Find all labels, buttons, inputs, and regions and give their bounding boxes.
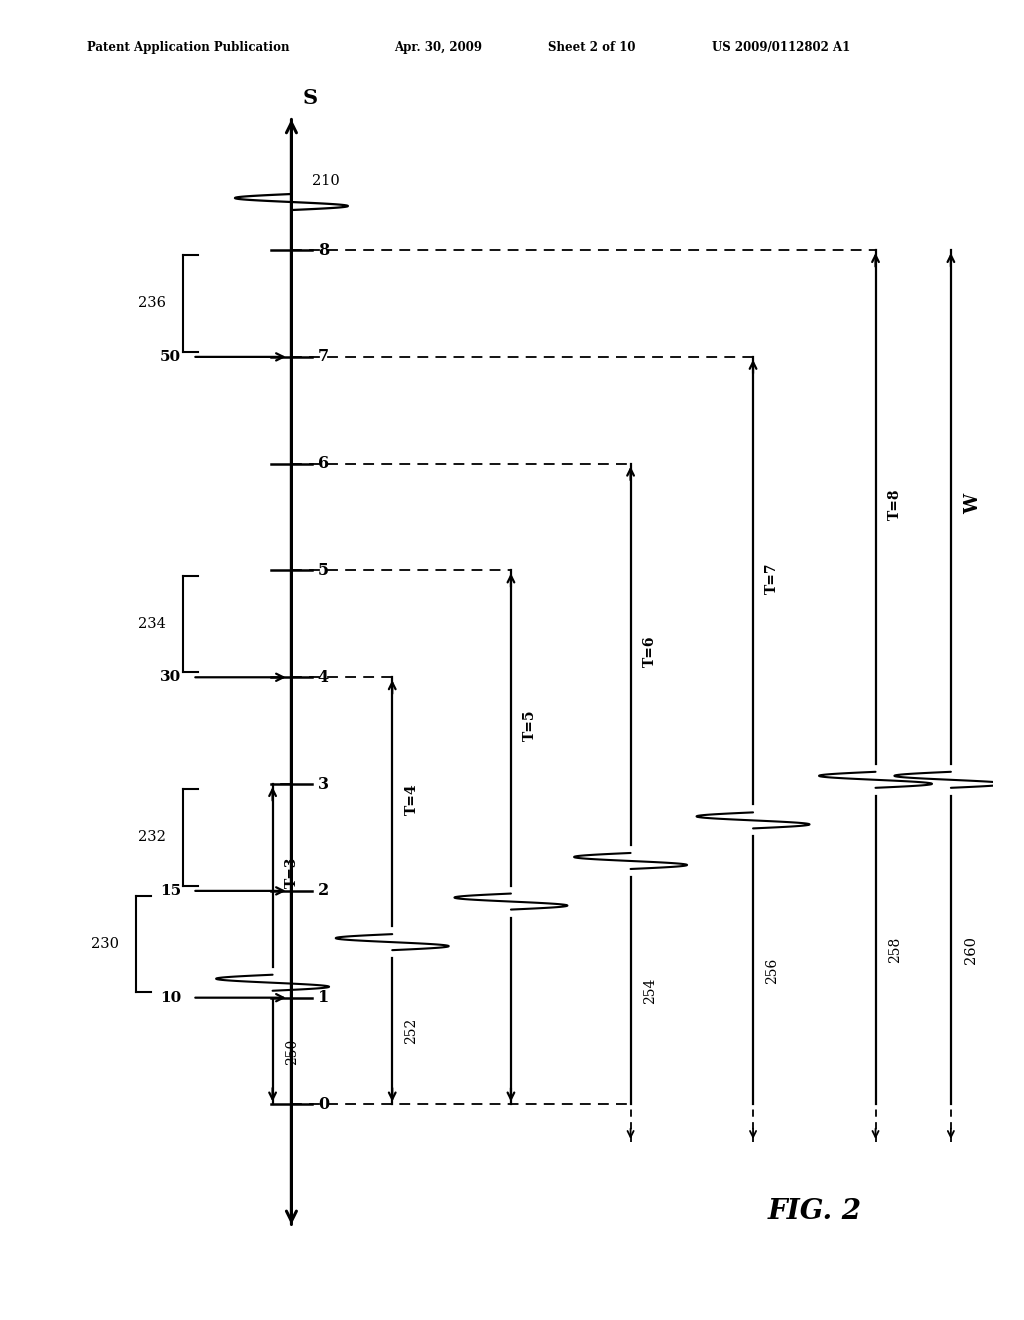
- Text: 256: 256: [765, 957, 779, 983]
- Text: 2: 2: [317, 882, 329, 899]
- Text: T=4: T=4: [404, 783, 419, 814]
- Text: 50: 50: [160, 350, 181, 364]
- Text: Patent Application Publication: Patent Application Publication: [87, 41, 290, 54]
- Text: 10: 10: [160, 991, 181, 1005]
- Text: FIG. 2: FIG. 2: [767, 1197, 861, 1225]
- Text: 8: 8: [317, 242, 329, 259]
- Text: T=3: T=3: [285, 857, 299, 888]
- Text: T=7: T=7: [765, 562, 779, 594]
- Text: 7: 7: [317, 348, 329, 366]
- Text: Sheet 2 of 10: Sheet 2 of 10: [548, 41, 635, 54]
- Text: 234: 234: [138, 616, 166, 631]
- Text: W: W: [964, 494, 982, 515]
- Text: 258: 258: [888, 937, 902, 964]
- Text: 30: 30: [160, 671, 181, 684]
- Text: 15: 15: [160, 884, 181, 898]
- Text: 6: 6: [317, 455, 329, 473]
- Text: 254: 254: [643, 978, 656, 1005]
- Text: 230: 230: [91, 937, 119, 952]
- Text: Apr. 30, 2009: Apr. 30, 2009: [394, 41, 482, 54]
- Text: T=8: T=8: [888, 488, 902, 520]
- Text: 260: 260: [964, 936, 978, 964]
- Text: 232: 232: [138, 830, 166, 845]
- Text: 5: 5: [317, 562, 329, 579]
- Text: S: S: [303, 88, 317, 108]
- Text: 252: 252: [404, 1018, 419, 1044]
- Text: US 2009/0112802 A1: US 2009/0112802 A1: [712, 41, 850, 54]
- Text: T=6: T=6: [643, 636, 656, 668]
- Text: 3: 3: [317, 776, 329, 792]
- Text: 210: 210: [312, 174, 340, 187]
- Text: 1: 1: [317, 989, 329, 1006]
- Text: 0: 0: [317, 1096, 329, 1113]
- Text: T=5: T=5: [523, 710, 538, 741]
- Text: 4: 4: [317, 669, 329, 686]
- Text: 236: 236: [138, 297, 166, 310]
- Text: 250: 250: [285, 1039, 299, 1065]
